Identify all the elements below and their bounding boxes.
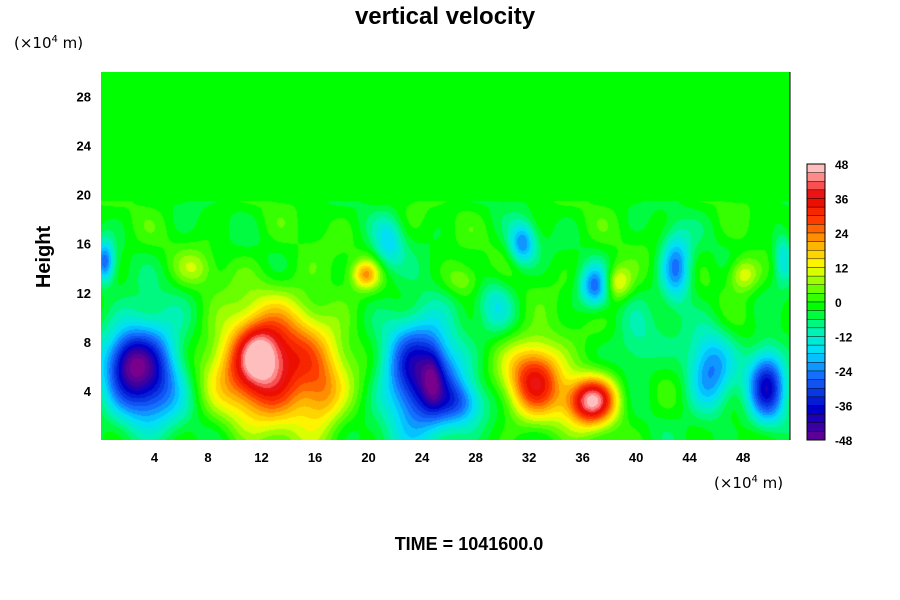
colorbar-band bbox=[806, 396, 826, 406]
colorbar-band bbox=[806, 181, 826, 191]
plot-area bbox=[101, 72, 791, 440]
x-tick-label: 40 bbox=[629, 450, 643, 465]
colorbar-band bbox=[806, 336, 826, 346]
x-tick-label: 4 bbox=[151, 450, 159, 465]
x-unit-label: (×104 m) bbox=[714, 474, 783, 492]
colorbar-band bbox=[806, 275, 826, 285]
colorbar-tick-label: -12 bbox=[835, 331, 853, 345]
velocity-field-image bbox=[101, 72, 790, 440]
colorbar-band bbox=[806, 353, 826, 363]
colorbar-band bbox=[806, 344, 826, 354]
y-axis-title: Height bbox=[33, 226, 55, 289]
colorbar-tick-label: 0 bbox=[835, 296, 842, 310]
colorbar-band bbox=[806, 413, 826, 423]
colorbar-tick-label: 24 bbox=[835, 227, 849, 241]
colorbar bbox=[806, 163, 826, 441]
colorbar-band bbox=[806, 241, 826, 251]
colorbar-outline bbox=[806, 163, 826, 441]
x-tick-label: 20 bbox=[361, 450, 375, 465]
colorbar-band bbox=[806, 189, 826, 199]
x-tick-label: 16 bbox=[308, 450, 322, 465]
y-tick-label: 24 bbox=[77, 139, 92, 154]
time-label: TIME = 1041600.0 bbox=[395, 534, 544, 554]
y-tick-label: 28 bbox=[77, 90, 91, 105]
x-axis-ticks: 4 8 12 16 20 24 28 32 36 40 44 48 bbox=[151, 450, 751, 465]
colorbar-band bbox=[806, 198, 826, 208]
colorbar-band bbox=[806, 379, 826, 389]
colorbar-band bbox=[806, 362, 826, 372]
colorbar-band bbox=[806, 422, 826, 432]
colorbar-band bbox=[806, 327, 826, 337]
colorbar-band bbox=[806, 267, 826, 277]
colorbar-band bbox=[806, 250, 826, 260]
colorbar-band bbox=[806, 232, 826, 242]
colorbar-tick-label: -36 bbox=[835, 400, 853, 414]
y-tick-label: 4 bbox=[84, 384, 92, 399]
colorbar-band bbox=[806, 301, 826, 311]
x-tick-label: 44 bbox=[682, 450, 697, 465]
x-tick-label: 28 bbox=[468, 450, 482, 465]
y-axis-ticks: 4 8 12 16 20 24 28 bbox=[77, 90, 92, 399]
x-tick-label: 24 bbox=[415, 450, 430, 465]
y-tick-label: 20 bbox=[77, 188, 91, 203]
colorbar-tick-label: -24 bbox=[835, 365, 853, 379]
colorbar-tick-label: -48 bbox=[835, 434, 853, 448]
colorbar-band bbox=[806, 215, 826, 225]
colorbar-band bbox=[806, 206, 826, 216]
x-tick-label: 8 bbox=[204, 450, 211, 465]
y-tick-label: 12 bbox=[77, 286, 91, 301]
x-tick-label: 48 bbox=[736, 450, 750, 465]
colorbar-band bbox=[806, 310, 826, 320]
y-unit-label: (×104 m) bbox=[14, 34, 83, 52]
colorbar-tick-label: 36 bbox=[835, 193, 849, 207]
x-tick-label: 12 bbox=[254, 450, 268, 465]
colorbar-tick-label: 48 bbox=[835, 158, 849, 172]
colorbar-band bbox=[806, 284, 826, 294]
x-tick-label: 36 bbox=[575, 450, 589, 465]
x-tick-label: 32 bbox=[522, 450, 536, 465]
colorbar-band bbox=[806, 388, 826, 398]
colorbar-band bbox=[806, 293, 826, 303]
colorbar-band bbox=[806, 370, 826, 380]
colorbar-band bbox=[806, 431, 826, 441]
colorbar-band bbox=[806, 258, 826, 268]
colorbar-band bbox=[806, 319, 826, 329]
colorbar-band bbox=[806, 172, 826, 182]
colorbar-ticks: 48 36 24 12 0 -12 -24 -36 -48 bbox=[835, 158, 853, 448]
chart-title: vertical velocity bbox=[355, 3, 536, 30]
colorbar-band bbox=[806, 224, 826, 234]
colorbar-tick-label: 12 bbox=[835, 262, 849, 276]
colorbar-band bbox=[806, 405, 826, 415]
y-tick-label: 8 bbox=[84, 335, 91, 350]
colorbar-band bbox=[806, 163, 826, 173]
y-tick-label: 16 bbox=[77, 237, 91, 252]
